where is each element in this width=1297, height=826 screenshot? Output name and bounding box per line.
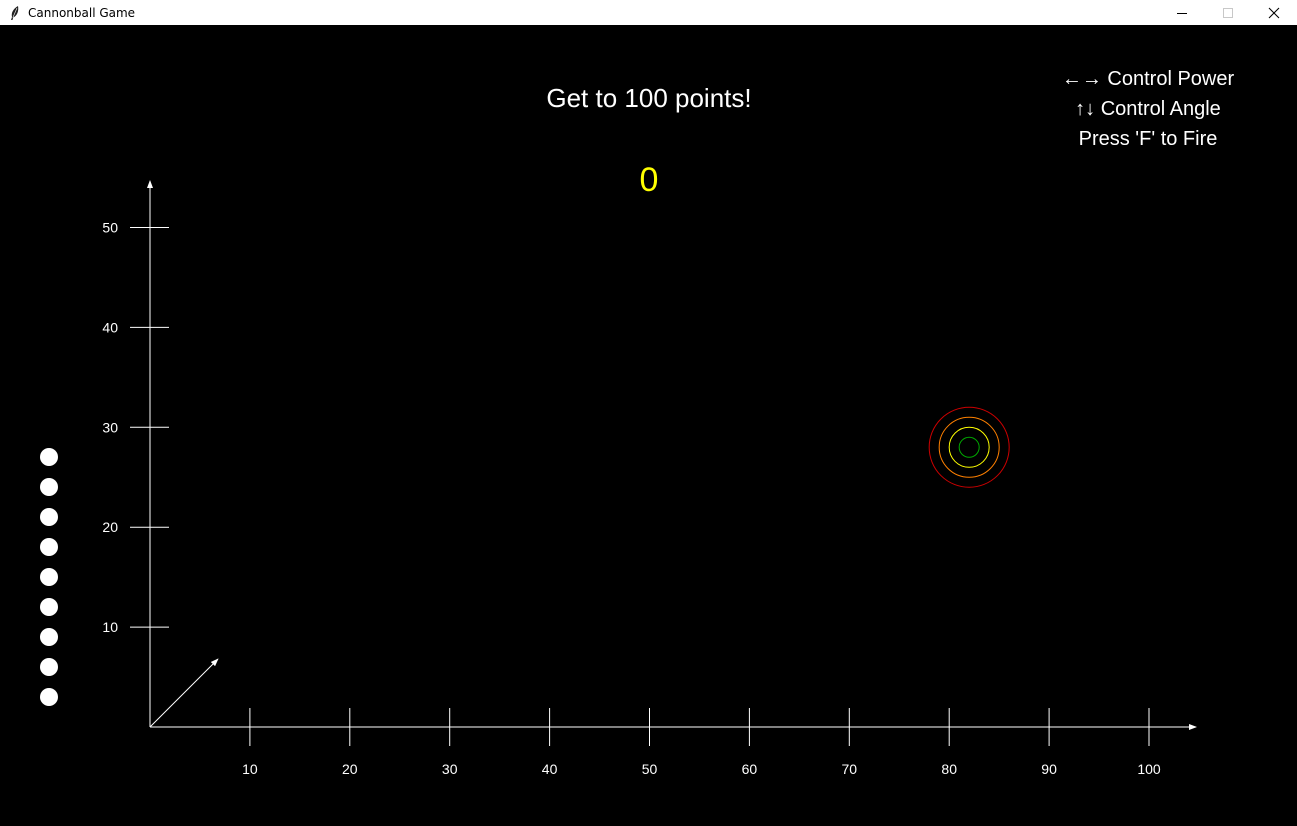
x-tick-label: 90 — [1041, 761, 1057, 777]
y-tick-label: 50 — [102, 220, 118, 236]
angle-instruction: ↑↓ Control Angle — [1075, 98, 1221, 120]
cannonball-icon — [40, 628, 58, 646]
target-ring — [938, 416, 1000, 478]
x-tick-label: 70 — [842, 761, 858, 777]
score-display: 0 — [640, 161, 659, 199]
x-tick-label: 100 — [1137, 761, 1161, 777]
close-icon — [1268, 7, 1280, 18]
close-button[interactable] — [1251, 0, 1297, 25]
cannonball-icon — [40, 658, 58, 676]
game-scene: Get to 100 points! 0 ←→ Control Power ↑↓… — [40, 68, 1235, 777]
cannonball-icon — [40, 448, 58, 466]
target-ring — [928, 406, 1010, 488]
y-tick-label: 10 — [102, 619, 118, 635]
fire-instruction: Press 'F' to Fire — [1079, 128, 1218, 150]
minimize-icon — [1177, 12, 1187, 14]
target-ring — [958, 436, 980, 458]
y-axis-ticks: 10 20 30 40 50 — [102, 220, 169, 635]
title-bar[interactable]: Cannonball Game — [0, 0, 1297, 25]
cannonball-icon — [40, 568, 58, 586]
x-tick-label: 50 — [642, 761, 658, 777]
feather-icon — [10, 5, 22, 20]
x-tick-label: 80 — [941, 761, 957, 777]
x-tick-label: 20 — [342, 761, 358, 777]
y-tick-label: 30 — [102, 419, 118, 435]
cannonball-icon — [40, 538, 58, 556]
x-tick-label: 60 — [742, 761, 758, 777]
objective-text: Get to 100 points! — [546, 83, 751, 113]
window-title: Cannonball Game — [28, 5, 136, 20]
x-tick-label: 30 — [442, 761, 458, 777]
x-tick-label: 40 — [542, 761, 558, 777]
cannonball-icon — [40, 508, 58, 526]
target-ring — [948, 426, 990, 468]
game-canvas[interactable]: Get to 100 points! 0 ←→ Control Power ↑↓… — [0, 25, 1297, 826]
window-controls — [1159, 0, 1297, 25]
power-instruction: ←→ Control Power — [1062, 68, 1235, 90]
maximize-icon — [1223, 7, 1233, 18]
cannonball-icon — [40, 478, 58, 496]
x-axis-ticks: 10 20 30 40 50 60 70 80 90 100 — [242, 708, 1161, 777]
remaining-cannonballs — [40, 448, 58, 706]
maximize-button[interactable] — [1205, 0, 1251, 25]
y-tick-label: 20 — [102, 519, 118, 535]
aim-direction-arrow — [149, 658, 219, 728]
target-bullseye — [928, 406, 1010, 488]
cannonball-icon — [40, 688, 58, 706]
minimize-button[interactable] — [1159, 0, 1205, 25]
cannonball-icon — [40, 598, 58, 616]
x-tick-label: 10 — [242, 761, 258, 777]
y-tick-label: 40 — [102, 319, 118, 335]
